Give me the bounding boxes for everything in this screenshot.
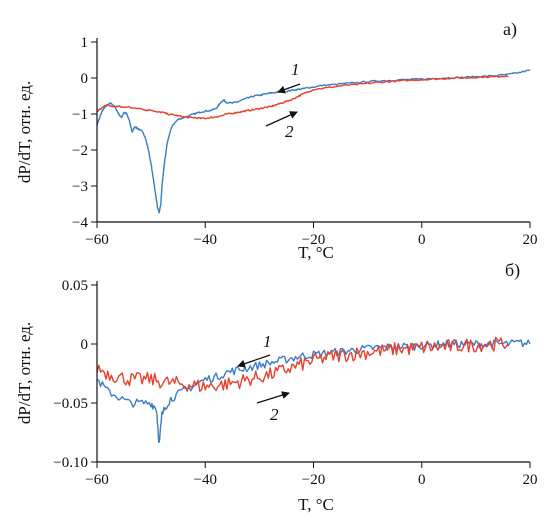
y-tick-label: −0.05	[53, 396, 88, 412]
y-tick-label: 0	[81, 337, 89, 353]
curve-label-2: 2	[285, 122, 294, 141]
curve-label-1: 1	[263, 332, 272, 351]
x-tick-label: −60	[85, 232, 108, 248]
series-line-2	[96, 74, 509, 120]
x-tick-label: −40	[194, 472, 217, 488]
x-tick-label: −20	[302, 232, 325, 248]
x-tick-label: −20	[302, 472, 325, 488]
x-tick-label: 20	[523, 232, 538, 248]
curve-arrow-1	[237, 354, 271, 368]
chart-panel-1: −4 −3 −2 −1 0 1 −60 −40 −20 0 20 T, °C dP/dT, отн. е…	[15, 19, 538, 262]
curve-arrow-2	[256, 391, 290, 404]
x-tick-label: −40	[194, 232, 217, 248]
curve-label-2: 2	[270, 405, 279, 424]
y-axis-label: dP/dT, отн. ед.	[15, 81, 34, 183]
curve-label-1: 1	[291, 60, 300, 79]
x-tick-label: 20	[523, 472, 538, 488]
chart-panel-2: −0.10 −0.05 0 0.05 −60 −40 −20 0 20 T, °C dP/dT, о…	[15, 260, 538, 514]
x-tick-label: 0	[418, 472, 426, 488]
x-axis-label: T, °C	[298, 495, 334, 514]
x-tick-label: −60	[85, 472, 108, 488]
x-axis-label: T, °C	[298, 243, 334, 262]
x-tick-label: 0	[418, 232, 426, 248]
y-tick-label: −4	[72, 215, 88, 231]
curve-arrow-1	[277, 83, 301, 94]
y-tick-label: 1	[81, 35, 89, 51]
y-tick-label: 0	[81, 71, 89, 87]
y-tick-label: −0.10	[53, 455, 88, 471]
series-line-1	[96, 69, 531, 214]
panel-label: б)	[505, 260, 520, 281]
y-tick-label: −2	[72, 143, 88, 159]
series-line-2	[96, 336, 509, 392]
curve-arrow-2	[265, 111, 298, 127]
y-axis-label: dP/dT, отн. ед.	[15, 322, 34, 424]
y-tick-label: −3	[72, 179, 88, 195]
y-tick-label: −1	[72, 107, 88, 123]
panel-label: а)	[503, 19, 517, 40]
y-tick-label: 0.05	[62, 278, 88, 294]
